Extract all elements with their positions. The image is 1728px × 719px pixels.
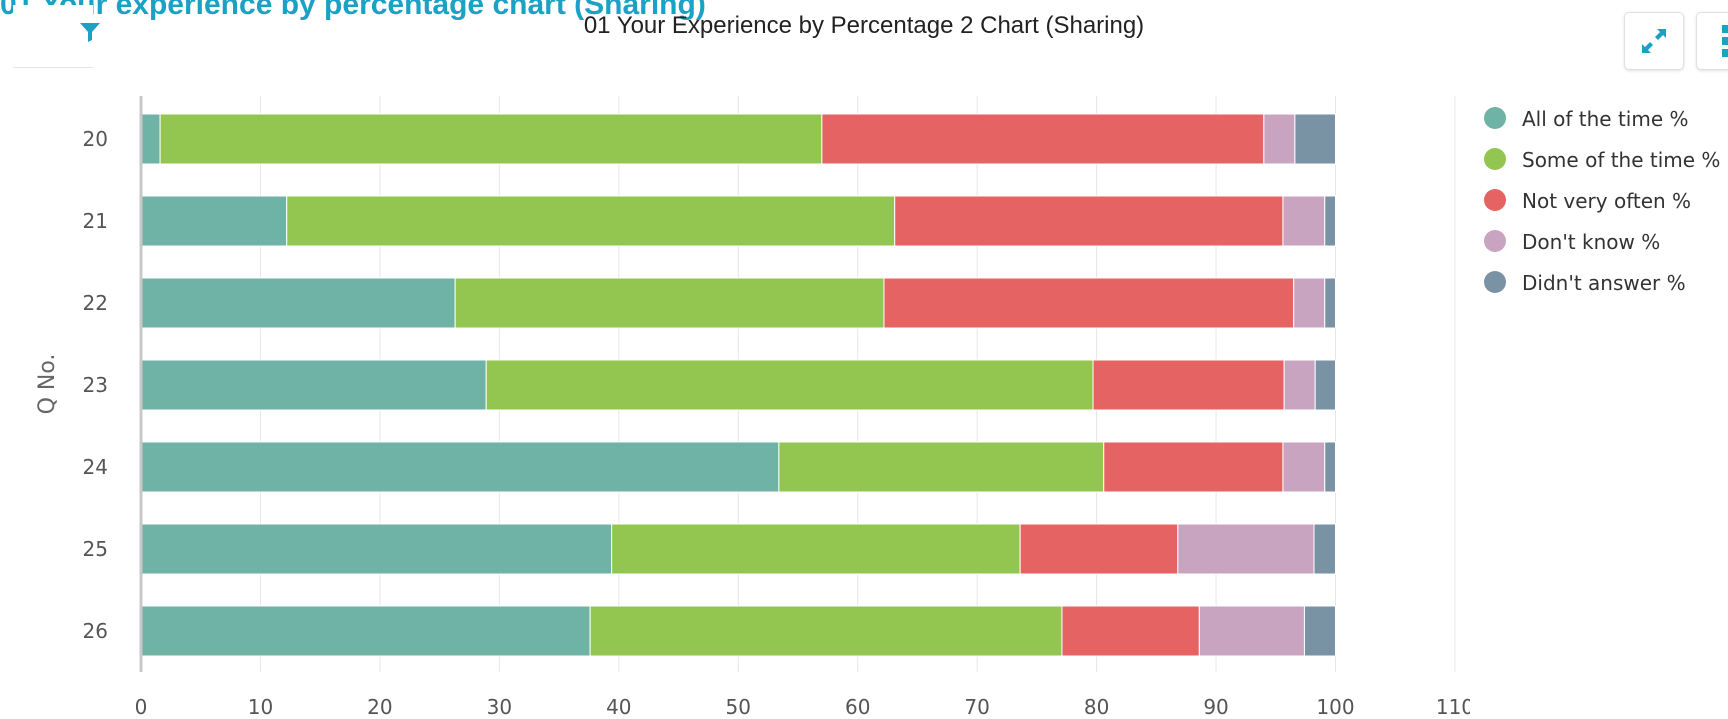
x-tick-label: 80 <box>1084 695 1109 719</box>
y-axis-label: Q No. <box>35 354 60 415</box>
bar-segment <box>1283 359 1316 411</box>
bar-segment <box>140 113 161 165</box>
bar-segment <box>140 277 456 329</box>
y-tick-label: 23 <box>83 373 108 397</box>
bar-segment <box>140 605 591 657</box>
bar-segment <box>821 113 1265 165</box>
bar-segment <box>140 359 487 411</box>
legend-swatch <box>1484 107 1506 129</box>
legend-swatch <box>1484 271 1506 293</box>
x-tick-label: 10 <box>248 695 273 719</box>
x-tick-label: 100 <box>1316 695 1354 719</box>
bar-segment <box>1103 441 1284 493</box>
bar-segment <box>1177 523 1315 575</box>
legend-swatch <box>1484 189 1506 211</box>
more-options-button[interactable] <box>1696 12 1728 70</box>
bar-segment <box>1293 277 1326 329</box>
bar-segment <box>159 113 823 165</box>
legend-item[interactable]: All of the time % <box>1482 104 1728 145</box>
bar-segment <box>1282 195 1326 247</box>
x-tick-label: 30 <box>487 695 512 719</box>
legend-item[interactable]: Some of the time % <box>1482 145 1728 186</box>
chart-title: 01 Your Experience by Percentage 2 Chart… <box>583 12 1145 39</box>
legend-label: All of the time % <box>1522 107 1689 131</box>
legend-item[interactable]: Didn't answer % <box>1482 268 1728 309</box>
legend-item[interactable]: Not very often % <box>1482 186 1728 227</box>
x-tick-label: 50 <box>726 695 751 719</box>
bar-segment <box>1314 359 1336 411</box>
bar-segment <box>1324 441 1337 493</box>
chart-legend: All of the time % Some of the time % Not v… <box>1482 104 1728 309</box>
bar-segment <box>286 195 896 247</box>
bar-segment <box>1324 195 1337 247</box>
filter-toolbar <box>13 5 100 68</box>
bar-segment <box>140 523 613 575</box>
expand-icon <box>1642 29 1666 53</box>
bar-segment <box>589 605 1063 657</box>
bar-segment <box>485 359 1094 411</box>
bar-segment <box>1303 605 1336 657</box>
bar-segment <box>1282 441 1326 493</box>
y-tick-label: 20 <box>83 127 108 151</box>
bar-segment <box>1294 113 1336 165</box>
bar-segment <box>883 277 1295 329</box>
bar-segment <box>1263 113 1296 165</box>
bar-segment <box>611 523 1021 575</box>
bar-segment <box>1061 605 1200 657</box>
legend-label: Some of the time % <box>1522 148 1721 172</box>
bar-segment <box>140 441 780 493</box>
x-tick-label: 20 <box>367 695 392 719</box>
x-tick-label: 40 <box>606 695 631 719</box>
bar-segment <box>1198 605 1305 657</box>
filter-button[interactable] <box>77 19 103 45</box>
y-tick-label: 25 <box>83 537 108 561</box>
y-tick-label: 22 <box>83 291 108 315</box>
bar-segment <box>1092 359 1285 411</box>
bar-segment <box>778 441 1105 493</box>
x-tick-label: 90 <box>1203 695 1228 719</box>
y-tick-label: 21 <box>83 209 108 233</box>
bar-segment <box>1019 523 1179 575</box>
legend-swatch <box>1484 230 1506 252</box>
bar-segment <box>1324 277 1337 329</box>
x-tick-label: 110 <box>1436 695 1470 719</box>
legend-label: Didn't answer % <box>1522 271 1686 295</box>
x-tick-label: 70 <box>964 695 989 719</box>
y-tick-label: 26 <box>83 619 108 643</box>
page-heading: 01 Your experience by percentage chart (… <box>0 0 706 21</box>
x-tick-label: 0 <box>135 695 148 719</box>
legend-label: Don't know % <box>1522 230 1661 254</box>
legend-label: Not very often % <box>1522 189 1692 213</box>
x-tick-label: 60 <box>845 695 870 719</box>
bar-segment <box>894 195 1284 247</box>
stacked-bar-chart: 20 21 22 23 24 25 26 0 10 20 30 40 50 60 70 80 90 100 110 Q… <box>35 96 1470 719</box>
filter-icon <box>80 23 100 42</box>
vertical-ellipsis-icon <box>1722 25 1728 57</box>
bar-segment <box>1313 523 1337 575</box>
legend-swatch <box>1484 148 1506 170</box>
bar-segment <box>454 277 885 329</box>
expand-button[interactable] <box>1624 12 1684 70</box>
y-tick-label: 24 <box>83 455 108 479</box>
bar-segment <box>140 195 288 247</box>
legend-item[interactable]: Don't know % <box>1482 227 1728 268</box>
